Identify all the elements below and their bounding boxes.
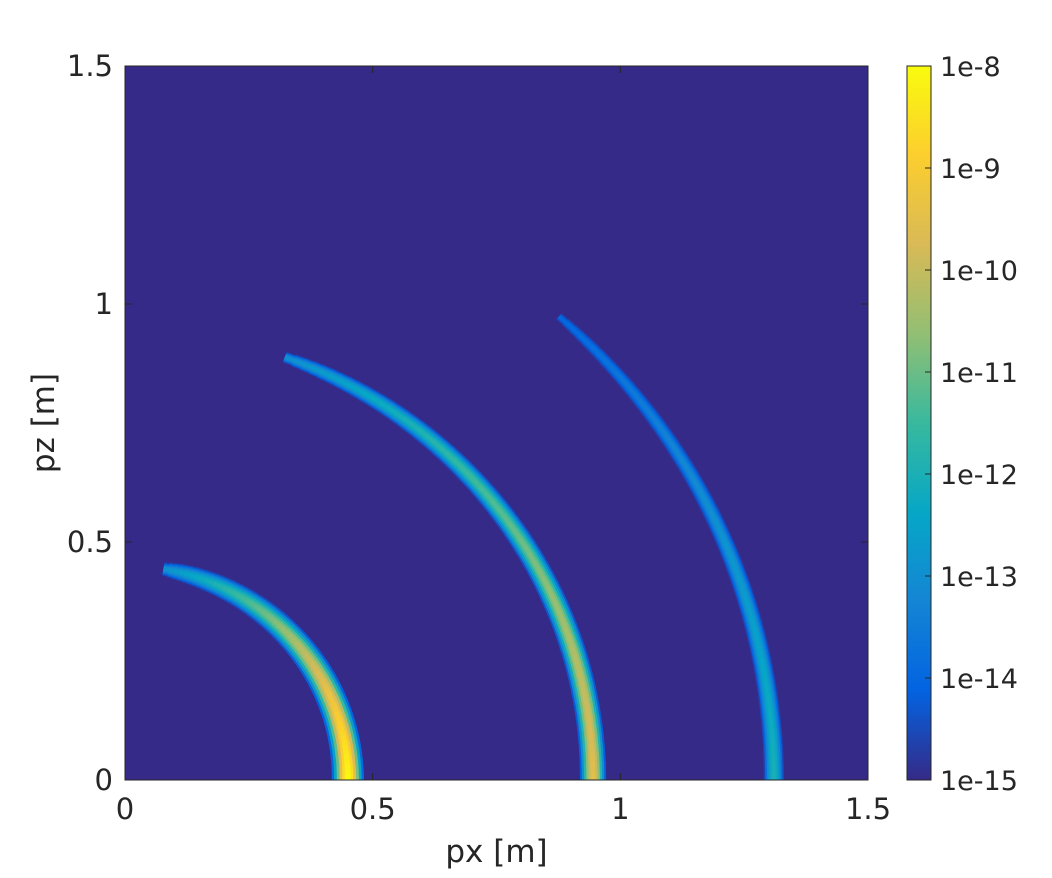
arc-2-segment [587, 724, 594, 735]
plot-background [125, 66, 868, 780]
colorbar-tick-label: 1e-11 [940, 358, 1018, 389]
colorbar: 1e-8 1e-9 1e-10 1e-11 1e-12 1e-13 1e-14 1e-15 [906, 52, 1018, 797]
arc-2-segment [589, 742, 595, 754]
arc-2-segment [590, 770, 596, 780]
arc-2-segment [588, 733, 594, 744]
y-tick-label: 0 [95, 763, 113, 797]
arc-3-segment [769, 727, 775, 737]
arc-3-segment [771, 770, 776, 780]
colorbar-tick-label: 1e-13 [940, 562, 1018, 593]
x-axis-label: px [m] [445, 834, 547, 870]
plot-area: 0 0.5 1 1.5 0 0.5 1 1.5 [67, 49, 891, 826]
arc-2-segment [284, 356, 295, 362]
y-axis-label: pz [m] [26, 373, 62, 473]
arc-1-segment [343, 754, 350, 761]
colorbar-tick-label: 1e-15 [940, 766, 1018, 797]
arc-2-segment [589, 752, 596, 763]
x-tick-label: 0.5 [350, 792, 396, 826]
arc-1-segment [344, 774, 351, 780]
x-tick-label: 1 [611, 792, 629, 826]
arc-3-segment [768, 718, 774, 729]
plot-frame [124, 65, 869, 781]
colorbar-strip [906, 65, 932, 781]
y-tick-label: 1.5 [67, 49, 113, 83]
x-tick-label: 0 [116, 792, 134, 826]
colorbar-tick-label: 1e-14 [940, 664, 1018, 695]
x-tick-label: 1.5 [845, 792, 891, 826]
colorbar-tick-label: 1e-8 [940, 52, 1001, 83]
arc-1-segment [344, 759, 351, 766]
arc-1-segment [344, 764, 351, 771]
arc-1-segment [344, 769, 351, 776]
colorbar-tick-label: 1e-9 [940, 154, 1001, 185]
colorbar-tick-label: 1e-10 [940, 256, 1018, 287]
arc-1-segment [163, 567, 170, 572]
colorbar-ticks: 1e-8 1e-9 1e-10 1e-11 1e-12 1e-13 1e-14 1e-15 [925, 52, 1018, 797]
y-axis-ticks: 0 0.5 1 1.5 [67, 49, 868, 797]
arc-band-3 [555, 313, 785, 780]
arc-1-segment [342, 749, 350, 756]
colorbar-tick-label: 1e-12 [940, 460, 1018, 491]
arc-3-segment [770, 744, 776, 755]
arcs-layer [162, 313, 785, 780]
arc-3-segment [771, 762, 776, 772]
y-tick-label: 1 [95, 287, 113, 321]
arc-3-segment [771, 753, 776, 763]
arc-3-segment [558, 315, 567, 324]
x-axis-ticks: 0 0.5 1 1.5 [116, 66, 891, 826]
arc-band-1 [162, 562, 365, 780]
y-tick-label: 0.5 [67, 525, 113, 559]
arc-2-segment [590, 761, 596, 772]
arc-3-segment [767, 709, 773, 720]
arc-band-2 [282, 351, 607, 780]
arc-3-segment [770, 736, 775, 746]
